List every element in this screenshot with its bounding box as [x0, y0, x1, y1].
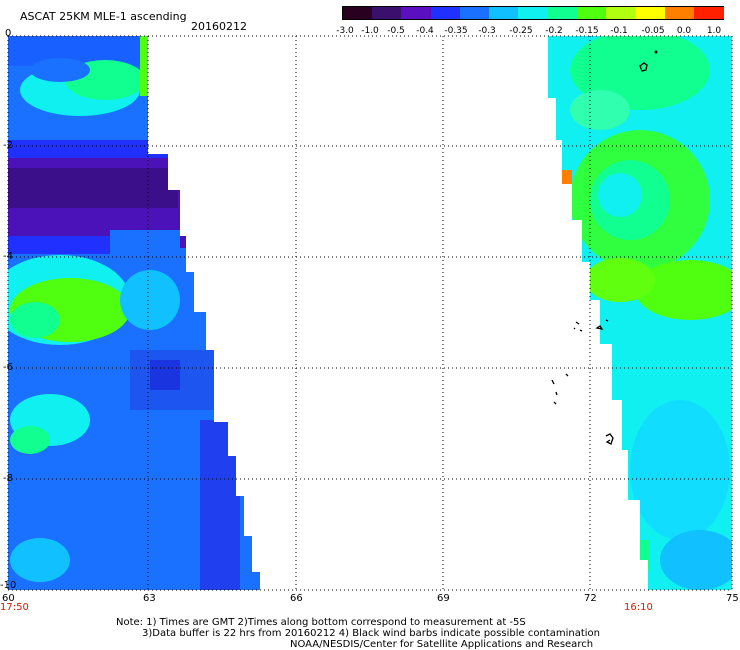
note-line-3: NOAA/NESDIS/Center for Satellite Applica… [290, 639, 594, 650]
colorbar-swatch [576, 7, 608, 19]
time-right: 16:10 [624, 602, 653, 613]
colorbar-label: 0.0 [676, 26, 692, 36]
colorbar-swatch [518, 7, 549, 19]
colorbar-swatch [547, 7, 578, 19]
colorbar-swatch [343, 7, 374, 19]
colorbar-label: -0.3 [478, 26, 496, 36]
y-tick-label: -2 [3, 140, 13, 151]
colorbar-label: -1.0 [361, 26, 379, 36]
colorbar-label: -0.35 [444, 26, 468, 36]
swath-right [548, 36, 732, 590]
y-tick-label: 0 [5, 28, 12, 39]
y-tick-label: -10 [0, 580, 17, 591]
colorbar-swatch [606, 7, 637, 19]
grid-lines [7, 35, 733, 591]
colorbar-label: -0.15 [575, 26, 599, 36]
y-tick-label: -6 [3, 362, 13, 373]
x-tick-label: 66 [290, 593, 303, 604]
colorbar-swatch [693, 7, 724, 19]
colorbar-swatch [664, 7, 695, 19]
colorbar-label: -3.0 [336, 26, 354, 36]
colorbar [342, 6, 724, 20]
product-date: 20160212 [191, 20, 247, 33]
colorbar-label: -0.05 [641, 26, 665, 36]
colorbar-label: 1.0 [706, 26, 722, 36]
note-line-1: Note: 1) Times are GMT 2)Times along bot… [116, 617, 526, 628]
colorbar-swatch [430, 7, 461, 19]
note-line-2: 3)Data buffer is 22 hrs from 20160212 4)… [142, 628, 600, 639]
product-title: ASCAT 25KM MLE-1 ascending [20, 10, 187, 23]
swath-left [8, 36, 260, 590]
x-tick-label: 69 [437, 593, 450, 604]
colorbar-swatch [401, 7, 432, 19]
x-tick-label: 63 [143, 593, 156, 604]
x-tick-label: 75 [726, 593, 739, 604]
colorbar-swatch [489, 7, 520, 19]
colorbar-label: -0.4 [416, 26, 434, 36]
time-left: 17:50 [0, 602, 29, 613]
x-tick-label: 72 [584, 593, 597, 604]
colorbar-label: -0.2 [545, 26, 563, 36]
colorbar-label: -0.5 [387, 26, 405, 36]
y-tick-label: -8 [3, 473, 13, 484]
colorbar-label: -0.1 [610, 26, 628, 36]
colorbar-swatch [459, 7, 491, 19]
coastlines [551, 50, 658, 445]
colorbar-swatch [372, 7, 403, 19]
y-tick-label: -4 [3, 251, 13, 262]
colorbar-swatch [635, 7, 666, 19]
colorbar-label: -0.25 [509, 26, 533, 36]
x-tick-label: 60 [2, 593, 15, 604]
